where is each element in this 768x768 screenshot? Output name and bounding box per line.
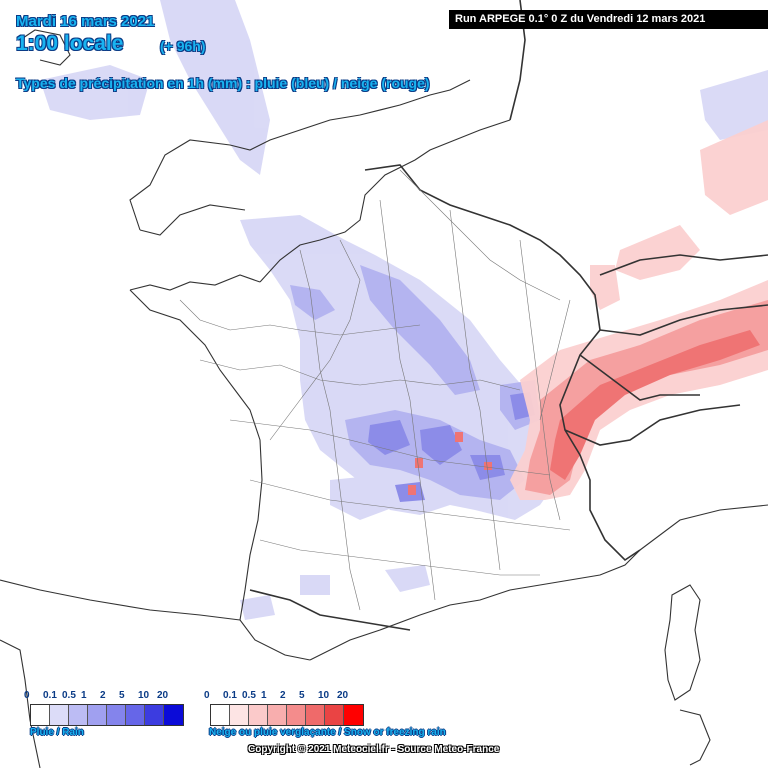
snow-legend-label: Neige ou pluie verglaçante / Snow or fre…: [209, 727, 446, 738]
snow-tick-label: 20: [337, 690, 349, 701]
copyright-text: Copyright © 2021 Meteociel.fr - Source M…: [248, 744, 500, 755]
rain-swatch-4: [107, 705, 126, 725]
rain-tick-label: 2: [100, 690, 106, 701]
rain-legend-label: Pluie / Rain: [30, 727, 84, 738]
snow-tick-label: 0.5: [242, 690, 256, 701]
rain-tick-label: 0.1: [43, 690, 57, 701]
run-info-banner: Run ARPEGE 0.1° 0 Z du Vendredi 12 mars …: [449, 10, 768, 29]
snow-swatch-7: [344, 705, 363, 725]
rain-tick-label: 1: [81, 690, 87, 701]
snow-tick-label: 1: [261, 690, 267, 701]
rain-swatch-3: [88, 705, 107, 725]
national-borders: [249, 0, 768, 631]
snow-swatch-1: [230, 705, 249, 725]
rain-swatch-7: [164, 705, 183, 725]
snow-swatch-2: [249, 705, 268, 725]
snow-tick-label: 2: [280, 690, 286, 701]
rain-swatch-1: [50, 705, 69, 725]
coastlines: [0, 29, 768, 768]
map-subtitle: Types de précipitation en 1h (mm) : plui…: [16, 75, 430, 91]
rain-tick-label: 20: [157, 690, 169, 701]
rain-tick-label: 0.5: [62, 690, 76, 701]
snow-tick-label: 0: [204, 690, 210, 701]
forecast-time-value: 1:00 locale: [16, 32, 124, 55]
snow-swatch-4: [287, 705, 306, 725]
forecast-date: Mardi 16 mars 2021: [16, 13, 155, 30]
rain-tick-label: 0: [24, 690, 30, 701]
rain-swatch-6: [145, 705, 164, 725]
snow-color-scale: [210, 704, 364, 726]
snow-tick-label: 0.1: [223, 690, 237, 701]
snow-swatch-6: [325, 705, 344, 725]
rain-swatch-2: [69, 705, 88, 725]
snow-swatch-5: [306, 705, 325, 725]
forecast-time: 1:00 locale: [16, 32, 123, 56]
forecast-offset: (+ 96h): [160, 38, 206, 54]
rain-tick-label: 10: [138, 690, 150, 701]
department-lines: [179, 169, 571, 611]
snow-swatch-0: [211, 705, 230, 725]
snow-tick-label: 5: [299, 690, 305, 701]
rain-swatch-5: [126, 705, 145, 725]
snow-swatch-3: [268, 705, 287, 725]
rain-swatch-0: [31, 705, 50, 725]
snow-strong: [408, 330, 760, 495]
rain-tick-label: 5: [119, 690, 125, 701]
rain-color-scale: [30, 704, 184, 726]
snow-tick-label: 10: [318, 690, 330, 701]
